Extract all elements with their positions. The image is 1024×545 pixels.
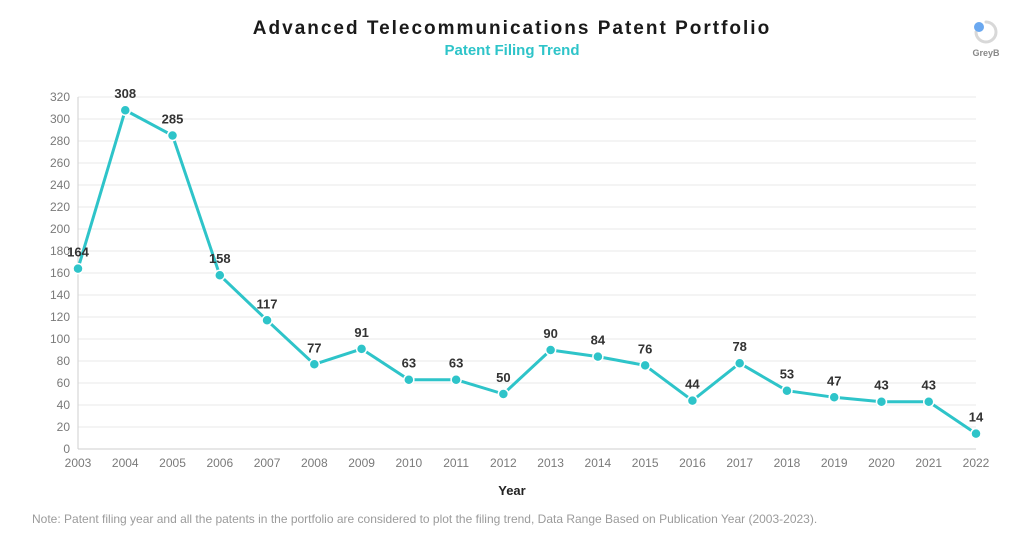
x-tick-label: 2021 xyxy=(915,456,942,470)
x-tick-label: 2005 xyxy=(159,456,186,470)
data-point xyxy=(262,315,272,325)
y-tick-label: 120 xyxy=(50,310,70,324)
footnote-text: Note: Patent filing year and all the pat… xyxy=(28,512,996,526)
data-point xyxy=(215,270,225,280)
data-label: 76 xyxy=(638,341,652,356)
logo-text: GreyB xyxy=(972,48,1000,58)
x-tick-label: 2022 xyxy=(963,456,990,470)
x-tick-label: 2017 xyxy=(726,456,753,470)
data-point xyxy=(168,131,178,141)
data-label: 63 xyxy=(402,356,416,371)
x-tick-label: 2003 xyxy=(65,456,92,470)
x-tick-label: 2011 xyxy=(443,456,469,470)
y-tick-label: 220 xyxy=(50,200,70,214)
brand-logo: GreyB xyxy=(972,18,1000,58)
data-point xyxy=(309,359,319,369)
x-tick-label: 2012 xyxy=(490,456,517,470)
x-tick-label: 2008 xyxy=(301,456,328,470)
x-tick-label: 2014 xyxy=(585,456,612,470)
data-label: 43 xyxy=(922,378,936,393)
line-chart: 0204060801001201401601802002202402602803… xyxy=(28,77,996,477)
data-label: 117 xyxy=(257,296,278,311)
data-label: 164 xyxy=(67,245,89,260)
data-label: 91 xyxy=(354,325,368,340)
data-label: 14 xyxy=(969,410,984,425)
data-point xyxy=(593,352,603,362)
x-tick-label: 2018 xyxy=(774,456,801,470)
y-tick-label: 240 xyxy=(50,178,70,192)
data-label: 84 xyxy=(591,333,606,348)
data-label: 158 xyxy=(209,251,231,266)
data-label: 308 xyxy=(114,86,136,101)
x-tick-label: 2016 xyxy=(679,456,706,470)
data-point xyxy=(735,358,745,368)
data-point xyxy=(120,105,130,115)
data-label: 47 xyxy=(827,373,841,388)
y-tick-label: 160 xyxy=(50,266,70,280)
data-point xyxy=(451,375,461,385)
data-label: 43 xyxy=(874,378,888,393)
y-tick-label: 0 xyxy=(63,442,70,456)
data-point xyxy=(73,264,83,274)
x-tick-label: 2007 xyxy=(254,456,281,470)
chart-subtitle: Patent Filing Trend xyxy=(28,42,996,59)
data-point xyxy=(782,386,792,396)
x-tick-label: 2006 xyxy=(206,456,233,470)
data-label: 77 xyxy=(307,340,321,355)
y-tick-label: 60 xyxy=(57,376,71,390)
data-point xyxy=(829,392,839,402)
chart-title: Advanced Telecommunications Patent Portf… xyxy=(28,18,996,40)
data-point xyxy=(404,375,414,385)
y-tick-label: 40 xyxy=(57,398,71,412)
y-tick-label: 260 xyxy=(50,156,70,170)
x-tick-label: 2015 xyxy=(632,456,659,470)
y-tick-label: 100 xyxy=(50,332,70,346)
x-tick-label: 2020 xyxy=(868,456,895,470)
data-label: 44 xyxy=(685,377,700,392)
x-tick-label: 2009 xyxy=(348,456,375,470)
chart-svg: 0204060801001201401601802002202402602803… xyxy=(28,77,996,477)
y-tick-label: 300 xyxy=(50,112,70,126)
data-point xyxy=(357,344,367,354)
x-tick-label: 2010 xyxy=(395,456,422,470)
data-point xyxy=(498,389,508,399)
data-point xyxy=(687,396,697,406)
data-label: 285 xyxy=(162,112,184,127)
y-tick-label: 280 xyxy=(50,134,70,148)
logo-icon xyxy=(972,18,1000,46)
data-label: 63 xyxy=(449,356,463,371)
data-label: 78 xyxy=(732,339,746,354)
data-label: 53 xyxy=(780,367,794,382)
y-tick-label: 320 xyxy=(50,90,70,104)
y-tick-label: 80 xyxy=(57,354,71,368)
x-tick-label: 2013 xyxy=(537,456,564,470)
x-axis-title: Year xyxy=(28,483,996,498)
x-tick-label: 2019 xyxy=(821,456,848,470)
x-tick-label: 2004 xyxy=(112,456,139,470)
data-point xyxy=(924,397,934,407)
data-point xyxy=(640,360,650,370)
data-label: 50 xyxy=(496,370,510,385)
data-label: 90 xyxy=(543,326,557,341)
data-point xyxy=(546,345,556,355)
data-point xyxy=(971,429,981,439)
y-tick-label: 200 xyxy=(50,222,70,236)
data-point xyxy=(876,397,886,407)
y-tick-label: 140 xyxy=(50,288,70,302)
chart-container: GreyB Advanced Telecommunications Patent… xyxy=(0,0,1024,545)
y-tick-label: 20 xyxy=(57,420,71,434)
